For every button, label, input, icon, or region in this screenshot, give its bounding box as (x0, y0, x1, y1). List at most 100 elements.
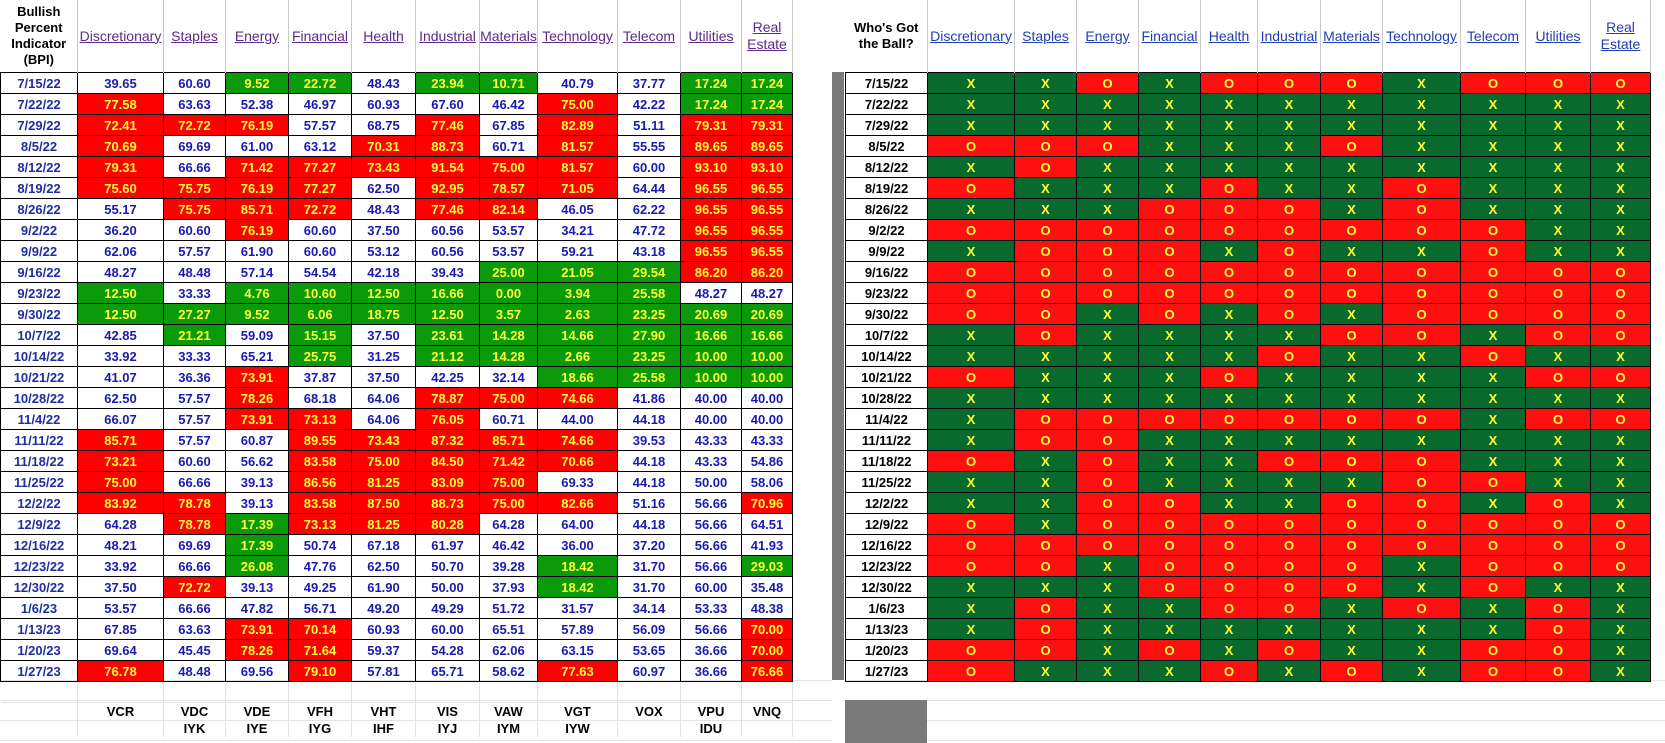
ball-cell-materials[interactable]: O (1320, 534, 1383, 556)
ball-cell-energy[interactable]: X (1076, 114, 1139, 136)
etf-ticker-discretionary[interactable]: VCR (77, 702, 164, 720)
ball-cell-telecom[interactable]: O (1460, 345, 1526, 367)
bpi-cell-materials[interactable]: 32.14 (479, 366, 538, 388)
ball-cell-materials[interactable]: O (1320, 576, 1383, 598)
bpi-cell-utilities[interactable]: 96.55 (680, 198, 742, 220)
bpi-cell-materials[interactable]: 39.28 (479, 555, 538, 577)
ball-cell-staples[interactable]: X (1014, 198, 1077, 220)
ball-cell-utilities[interactable]: O (1525, 366, 1591, 388)
bpi-cell-financial[interactable]: 25.75 (288, 345, 352, 367)
ball-cell-discretionary[interactable]: X (927, 597, 1015, 619)
ball-cell-staples[interactable]: O (1014, 429, 1077, 451)
ball-cell-financial[interactable]: X (1138, 387, 1201, 409)
date-cell[interactable]: 10/28/22 (845, 387, 928, 409)
bpi-cell-financial[interactable]: 77.27 (288, 156, 352, 178)
ball-cell-materials[interactable]: X (1320, 639, 1383, 661)
ball-cell-telecom[interactable]: X (1460, 114, 1526, 136)
ball-cell-real-estate[interactable]: O (1590, 261, 1651, 283)
ball-sector-link-real-estate[interactable]: Real Estate (1600, 19, 1641, 52)
bpi-cell-discretionary[interactable]: 73.21 (77, 450, 164, 472)
ball-sector-link-staples[interactable]: Staples (1022, 27, 1069, 44)
bpi-cell-real-estate[interactable]: 48.38 (741, 597, 793, 619)
bpi-cell-staples[interactable]: 60.60 (163, 450, 226, 472)
ball-sector-link-industrial[interactable]: Industrial (1260, 27, 1318, 44)
ball-cell-staples[interactable]: X (1014, 471, 1077, 493)
ball-cell-telecom[interactable]: X (1460, 156, 1526, 178)
ball-cell-health[interactable]: O (1200, 198, 1258, 220)
bpi-cell-health[interactable]: 81.25 (351, 513, 416, 535)
ball-cell-telecom[interactable]: O (1460, 513, 1526, 535)
bpi-cell-financial[interactable]: 77.27 (288, 177, 352, 199)
bpi-cell-technology[interactable]: 70.66 (537, 450, 618, 472)
bpi-cell-health[interactable]: 81.25 (351, 471, 416, 493)
ball-cell-utilities[interactable]: O (1525, 303, 1591, 325)
ball-cell-staples[interactable]: X (1014, 576, 1077, 598)
ball-cell-health[interactable]: X (1200, 240, 1258, 262)
ball-cell-real-estate[interactable]: X (1590, 198, 1651, 220)
ball-cell-industrial[interactable]: O (1257, 303, 1321, 325)
ball-cell-telecom[interactable]: O (1460, 534, 1526, 556)
ball-cell-health[interactable]: X (1200, 639, 1258, 661)
bpi-cell-industrial[interactable]: 16.66 (415, 282, 480, 304)
bpi-cell-discretionary[interactable]: 55.17 (77, 198, 164, 220)
ball-cell-staples[interactable]: X (1014, 366, 1077, 388)
date-cell[interactable]: 10/7/22 (845, 324, 928, 346)
bpi-cell-telecom[interactable]: 44.18 (617, 450, 681, 472)
ball-cell-discretionary[interactable]: X (927, 408, 1015, 430)
bpi-cell-telecom[interactable]: 25.58 (617, 366, 681, 388)
ball-cell-materials[interactable]: X (1320, 93, 1383, 115)
bpi-cell-financial[interactable]: 72.72 (288, 198, 352, 220)
etf-ticker-materials[interactable]: IYM (479, 720, 538, 737)
bpi-cell-industrial[interactable]: 49.29 (415, 597, 480, 619)
bpi-cell-financial[interactable]: 73.13 (288, 513, 352, 535)
ball-cell-health[interactable]: O (1200, 555, 1258, 577)
ball-cell-telecom[interactable]: O (1460, 471, 1526, 493)
bpi-cell-technology[interactable]: 18.66 (537, 366, 618, 388)
bpi-cell-real-estate[interactable]: 79.31 (741, 114, 793, 136)
ball-cell-energy[interactable]: O (1076, 534, 1139, 556)
bpi-cell-staples[interactable]: 33.33 (163, 345, 226, 367)
bpi-cell-staples[interactable]: 45.45 (163, 639, 226, 661)
ball-cell-utilities[interactable]: O (1525, 555, 1591, 577)
ball-cell-technology[interactable]: X (1382, 345, 1461, 367)
ball-cell-financial[interactable]: O (1138, 261, 1201, 283)
bpi-cell-real-estate[interactable]: 70.00 (741, 618, 793, 640)
ball-cell-industrial[interactable]: O (1257, 597, 1321, 619)
ball-cell-technology[interactable]: O (1382, 597, 1461, 619)
ball-cell-technology[interactable]: X (1382, 660, 1461, 682)
ball-cell-energy[interactable]: O (1076, 408, 1139, 430)
ball-cell-industrial[interactable]: O (1257, 534, 1321, 556)
bpi-cell-real-estate[interactable]: 29.03 (741, 555, 793, 577)
bpi-cell-industrial[interactable]: 78.87 (415, 387, 480, 409)
bpi-sector-link-energy[interactable]: Energy (234, 27, 280, 44)
ball-cell-real-estate[interactable]: X (1590, 156, 1651, 178)
ball-cell-financial[interactable]: O (1138, 219, 1201, 241)
ball-cell-materials[interactable]: X (1320, 177, 1383, 199)
bpi-cell-real-estate[interactable]: 89.65 (741, 135, 793, 157)
bpi-cell-utilities[interactable]: 93.10 (680, 156, 742, 178)
ball-cell-energy[interactable]: X (1076, 387, 1139, 409)
ball-cell-telecom[interactable]: O (1460, 576, 1526, 598)
bpi-cell-health[interactable]: 53.12 (351, 240, 416, 262)
date-cell[interactable]: 8/26/22 (0, 198, 78, 220)
bpi-cell-discretionary[interactable]: 12.50 (77, 282, 164, 304)
ball-cell-staples[interactable]: X (1014, 177, 1077, 199)
ball-cell-utilities[interactable]: O (1525, 639, 1591, 661)
date-cell[interactable]: 12/30/22 (0, 576, 78, 598)
bpi-cell-materials[interactable]: 3.57 (479, 303, 538, 325)
date-cell[interactable]: 9/2/22 (845, 219, 928, 241)
ball-cell-energy[interactable]: X (1076, 597, 1139, 619)
bpi-cell-health[interactable]: 67.18 (351, 534, 416, 556)
bpi-cell-telecom[interactable]: 44.18 (617, 408, 681, 430)
ball-cell-energy[interactable]: X (1076, 303, 1139, 325)
ball-cell-utilities[interactable]: O (1525, 324, 1591, 346)
bpi-cell-real-estate[interactable]: 70.00 (741, 639, 793, 661)
ball-cell-staples[interactable]: O (1014, 282, 1077, 304)
bpi-cell-energy[interactable]: 17.39 (225, 534, 289, 556)
date-cell[interactable]: 12/23/22 (0, 555, 78, 577)
date-cell[interactable]: 9/9/22 (845, 240, 928, 262)
bpi-cell-energy[interactable]: 39.13 (225, 576, 289, 598)
ball-cell-staples[interactable]: O (1014, 303, 1077, 325)
bpi-cell-industrial[interactable]: 65.71 (415, 660, 480, 682)
bpi-cell-discretionary[interactable]: 37.50 (77, 576, 164, 598)
